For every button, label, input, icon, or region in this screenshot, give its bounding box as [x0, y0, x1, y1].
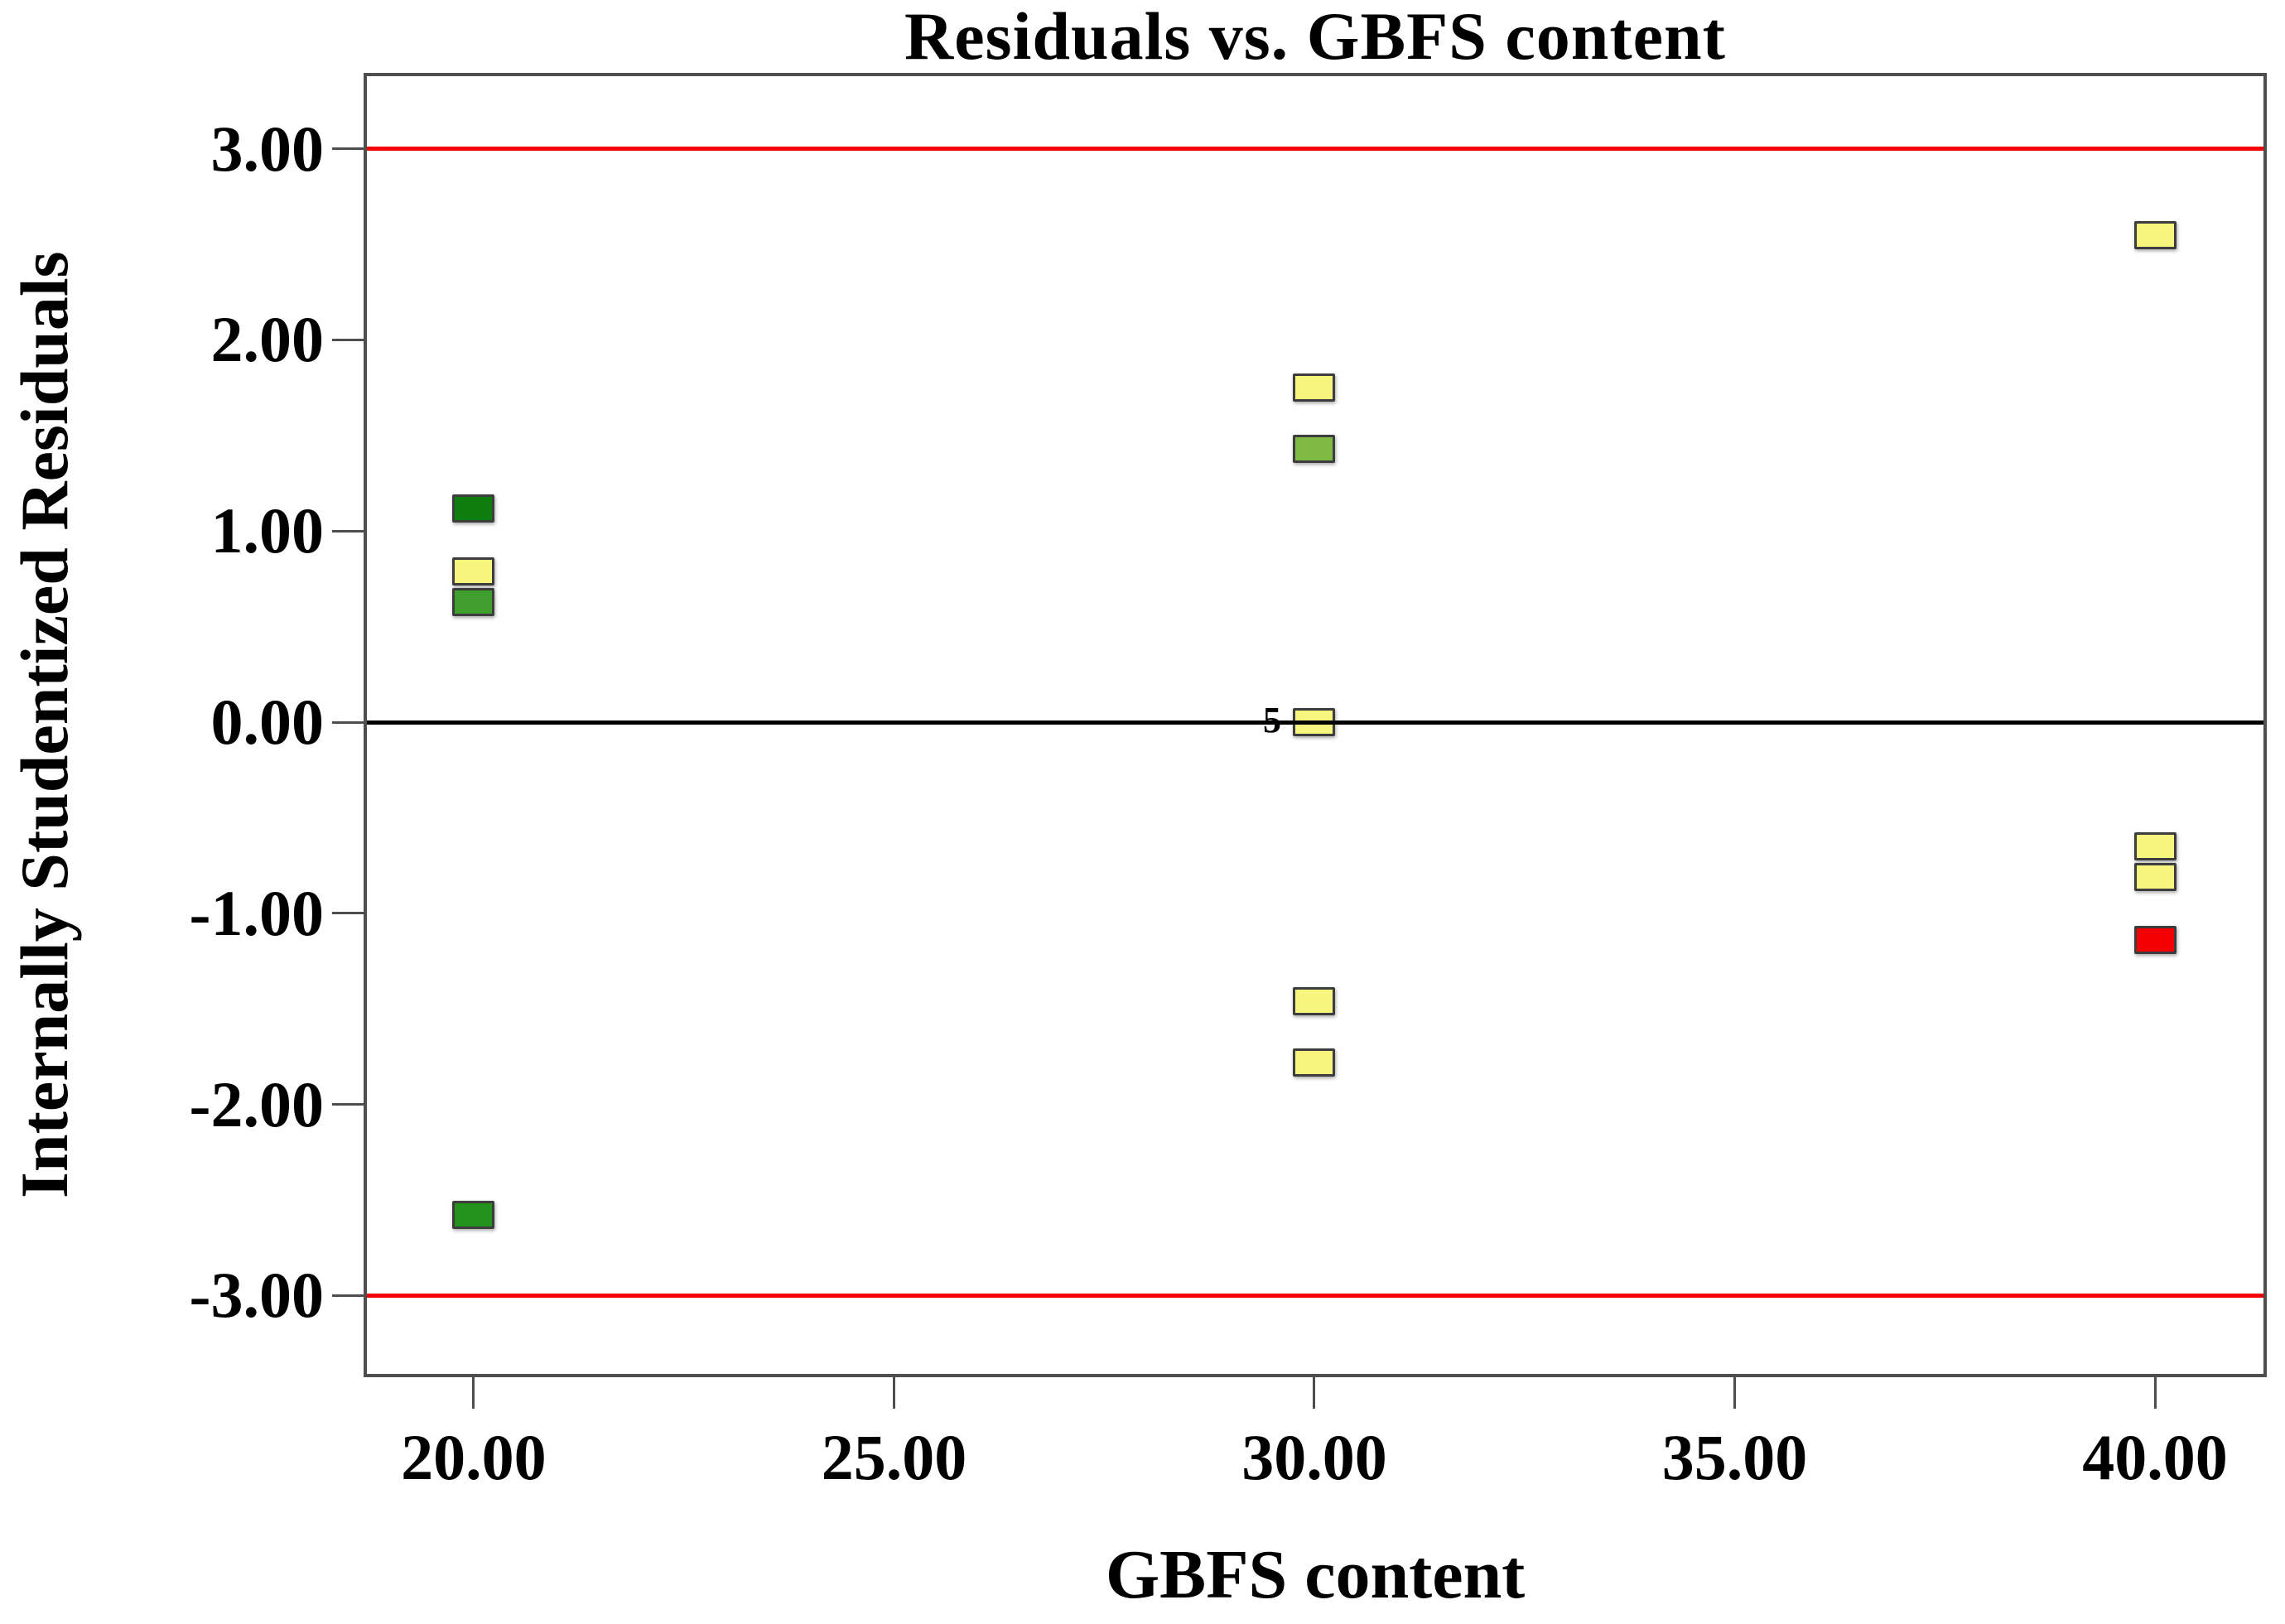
x-axis-tick	[1313, 1377, 1316, 1409]
y-axis-tick	[332, 720, 364, 724]
data-point	[1293, 986, 1336, 1015]
x-axis-tick	[2153, 1377, 2157, 1409]
upper-limit-line	[367, 147, 2263, 152]
x-axis-tick	[892, 1377, 895, 1409]
y-axis-tick-label: -3.00	[189, 1259, 324, 1332]
data-point	[2133, 862, 2177, 891]
y-axis-tick	[332, 1294, 364, 1297]
data-point	[2133, 220, 2177, 249]
y-axis-tick-label: -2.00	[189, 1067, 324, 1140]
x-axis-tick-label: 30.00	[1241, 1421, 1387, 1493]
data-point	[452, 557, 495, 586]
y-axis-tick	[332, 912, 364, 915]
y-axis-tick-label: 1.00	[210, 494, 325, 567]
x-axis-tick	[472, 1377, 475, 1409]
y-axis-tick	[332, 1103, 364, 1106]
x-axis-tick-label: 25.00	[821, 1421, 967, 1493]
x-axis-tick-label: 20.00	[401, 1421, 547, 1493]
data-point	[452, 587, 495, 616]
x-axis-title: GBFS content	[1105, 1536, 1526, 1613]
x-axis-tick	[1733, 1377, 1737, 1409]
y-axis-tick	[332, 338, 364, 341]
x-axis-tick-label: 35.00	[1661, 1421, 1808, 1493]
chart-title: Residuals vs. GBFS content	[904, 0, 1726, 74]
data-point	[1293, 1048, 1336, 1077]
y-axis-tick-label: -1.00	[189, 876, 324, 949]
data-point	[2133, 926, 2177, 955]
data-point	[1293, 373, 1336, 402]
x-axis-tick-label: 40.00	[2082, 1421, 2228, 1493]
y-axis-tick-label: 3.00	[210, 112, 325, 185]
zero-line	[367, 720, 2263, 725]
data-point	[452, 1201, 495, 1230]
y-axis-tick	[332, 147, 364, 151]
data-point	[452, 494, 495, 523]
plot-area: 5	[364, 73, 2267, 1377]
data-point	[2133, 832, 2177, 861]
data-point	[1293, 435, 1336, 464]
y-axis-tick	[332, 529, 364, 532]
lower-limit-line	[367, 1293, 2263, 1298]
y-axis-tick-label: 0.00	[210, 686, 325, 759]
y-axis-tick-label: 2.00	[210, 303, 325, 376]
